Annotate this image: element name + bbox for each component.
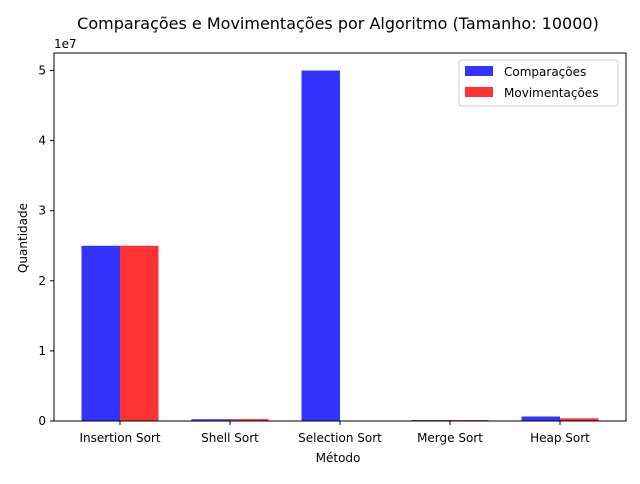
bar-movimentacoes-insertion-sort bbox=[120, 246, 159, 421]
bars-layer bbox=[82, 71, 599, 421]
x-tick-label: Insertion Sort bbox=[79, 431, 160, 445]
y-axis-label: Quantidade bbox=[16, 203, 30, 273]
legend-swatch bbox=[465, 66, 493, 76]
chart-title: Comparações e Movimentações por Algoritm… bbox=[77, 14, 599, 33]
y-tick-label: 4 bbox=[38, 134, 46, 148]
bar-comparacoes-heap-sort bbox=[522, 417, 561, 421]
y-tick-label: 1 bbox=[38, 344, 46, 358]
y-tick-label: 2 bbox=[38, 274, 46, 288]
y-tick-label: 5 bbox=[38, 64, 46, 78]
legend-label: Comparações bbox=[504, 65, 586, 79]
y-tick-label: 0 bbox=[38, 414, 46, 428]
bar-comparacoes-selection-sort bbox=[302, 71, 341, 421]
legend: Comparações Movimentações bbox=[459, 60, 618, 106]
x-axis-label: Método bbox=[316, 451, 361, 465]
x-tick-label: Shell Sort bbox=[201, 431, 259, 445]
x-tick-label: Heap Sort bbox=[530, 431, 590, 445]
x-tick-label: Selection Sort bbox=[298, 431, 382, 445]
x-tick-label: Merge Sort bbox=[417, 431, 483, 445]
bar-comparacoes-insertion-sort bbox=[82, 246, 121, 421]
legend-label: Movimentações bbox=[504, 86, 598, 100]
y-axis-scale-label: 1e7 bbox=[54, 37, 77, 51]
y-tick-label: 3 bbox=[38, 204, 46, 218]
legend-swatch bbox=[465, 87, 493, 97]
